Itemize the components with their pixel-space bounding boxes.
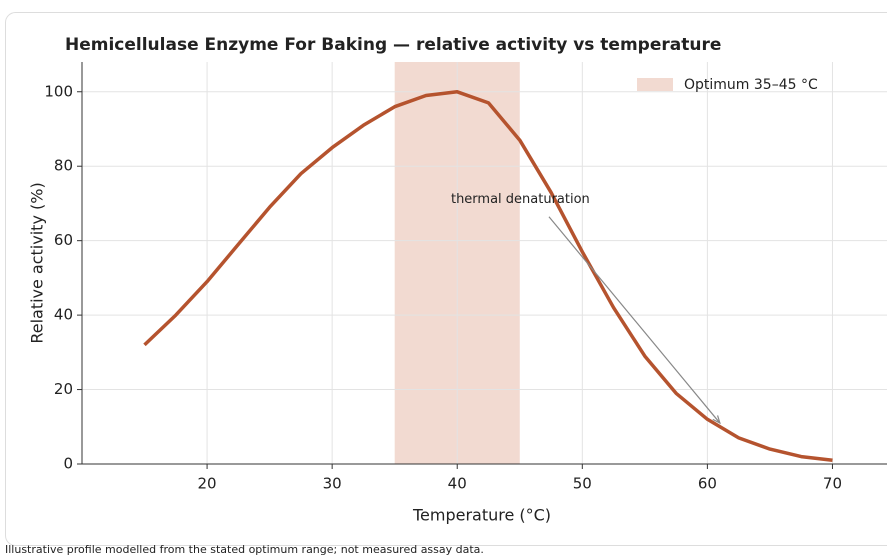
y-axis-label: Relative activity (%) [28, 182, 47, 343]
y-tick-label: 20 [54, 380, 73, 398]
footnote: Illustrative profile modelled from the s… [5, 543, 484, 556]
chart-title: Hemicellulase Enzyme For Baking — relati… [65, 35, 721, 55]
legend-swatch [637, 78, 673, 91]
x-tick-label: 20 [198, 475, 217, 493]
y-tick-label: 40 [54, 306, 73, 324]
y-tick-label: 80 [54, 157, 73, 175]
y-tick-label: 100 [44, 82, 73, 100]
annotation-text: thermal denaturation [451, 192, 590, 207]
annotation-arrow [548, 216, 721, 424]
y-tick-label: 0 [63, 455, 73, 473]
x-tick-label: 60 [698, 475, 717, 493]
arrow-head [712, 415, 721, 425]
plot-area [82, 62, 887, 464]
x-tick-label: 30 [323, 475, 342, 493]
data-line [143, 90, 833, 463]
x-tick-label: 70 [823, 475, 842, 493]
x-tick-label: 50 [573, 475, 592, 493]
legend-label: Optimum 35–45 °C [684, 77, 818, 93]
y-tick-label: 60 [54, 231, 73, 249]
x-tick-label: 40 [448, 475, 467, 493]
x-axis-label: Temperature (°C) [412, 506, 551, 525]
